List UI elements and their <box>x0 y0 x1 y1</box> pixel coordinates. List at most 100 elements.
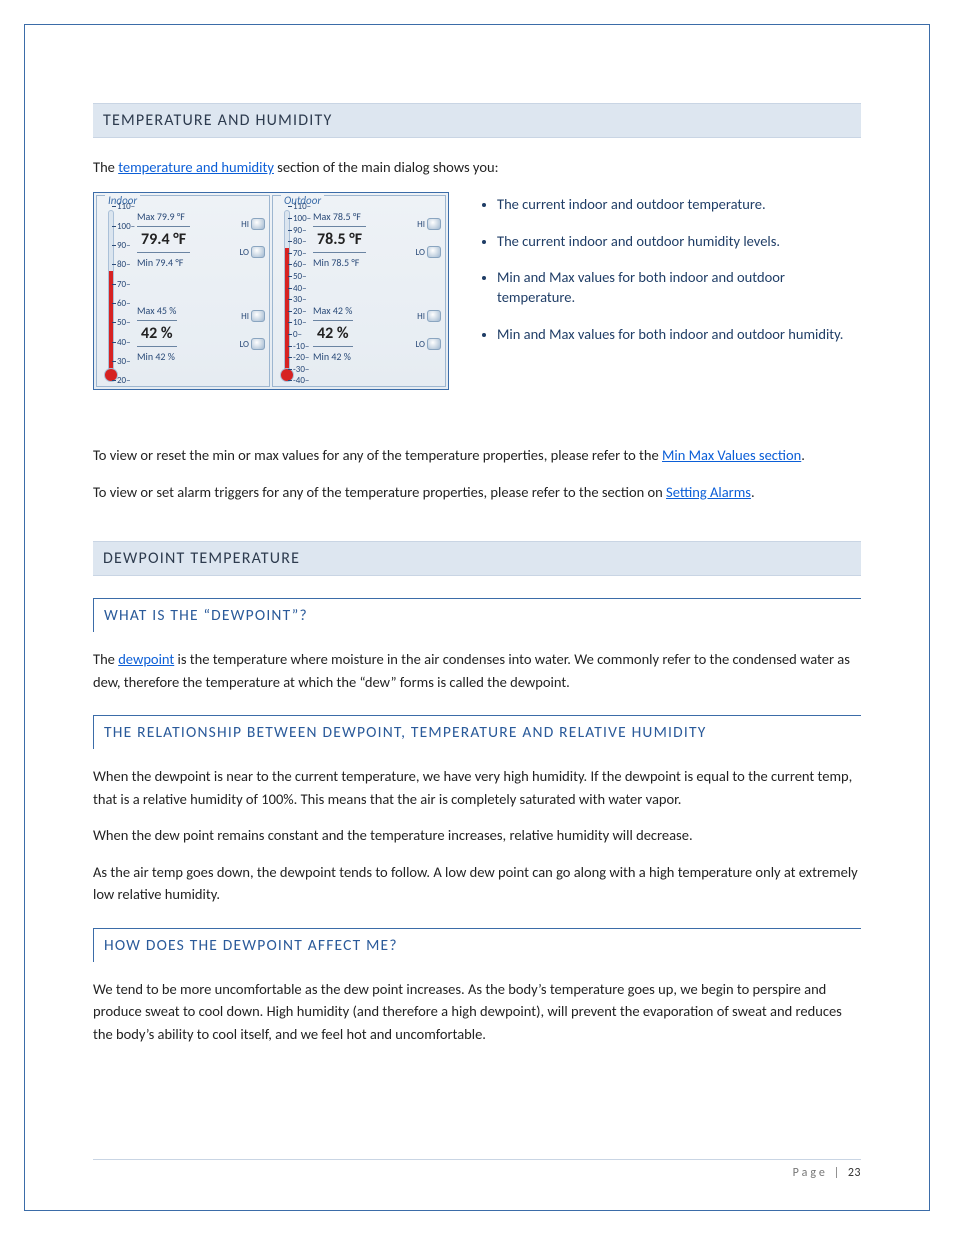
dp-rel-p2: When the dew point remains constant and … <box>93 824 861 846</box>
minmax-paragraph: To view or reset the min or max values f… <box>93 444 861 466</box>
intro-post: section of the main dialog shows you: <box>274 158 499 176</box>
alarm-lamp-icon[interactable] <box>427 310 441 322</box>
alarm-hi-label: HI <box>417 311 425 322</box>
scale-tick: 50– <box>293 271 307 282</box>
page-footer: Page | 23 <box>93 1159 861 1180</box>
alarm-hi-label: HI <box>241 219 249 230</box>
scale-tick: 80– <box>293 236 307 247</box>
scale-tick: -30– <box>293 364 309 375</box>
minmax-section-link[interactable]: Min Max Values section <box>662 446 801 464</box>
page-number: 23 <box>848 1166 861 1180</box>
outdoor-hum-value: 42 % <box>313 320 353 347</box>
scale-tick: 60– <box>293 259 307 270</box>
page-frame: TEMPERATURE AND HUMIDITY The temperature… <box>24 24 930 1211</box>
alarm-lamp-icon[interactable] <box>427 338 441 350</box>
alarm-lo-label: LO <box>415 339 425 350</box>
outdoor-hum-block: Max 42 % 42 % Min 42 % <box>313 304 411 363</box>
outdoor-temp-block: Max 78.5 °F 78.5 °F Min 78.5 °F <box>313 210 411 269</box>
indoor-temp-block: Max 79.9 °F 79.4 °F Min 79.4 °F <box>137 210 235 269</box>
temperature-humidity-link[interactable]: temperature and humidity <box>118 158 274 176</box>
alarm-post: . <box>751 483 755 501</box>
feature-list: The current indoor and outdoor temperatu… <box>473 192 861 390</box>
scale-tick: 100– <box>117 221 135 232</box>
alarm-paragraph: To view or set alarm triggers for any of… <box>93 481 861 503</box>
alarm-hi-label: HI <box>241 311 249 322</box>
dewpoint-link[interactable]: dewpoint <box>118 650 174 668</box>
dp-rel-p1: When the dewpoint is near to the current… <box>93 765 861 810</box>
intro-pre: The <box>93 158 118 176</box>
indoor-hum-min: Min 42 % <box>137 350 235 363</box>
intro-paragraph: The temperature and humidity section of … <box>93 156 861 178</box>
outdoor-hum-alarms: HI LO <box>413 310 441 366</box>
alarm-lamp-icon[interactable] <box>427 218 441 230</box>
alarm-lamp-icon[interactable] <box>251 218 265 230</box>
scale-tick: 110– <box>117 201 135 212</box>
indoor-hum-alarms: HI LO <box>237 310 265 366</box>
scale-tick: 90– <box>117 240 131 251</box>
indoor-temp-min: Min 79.4 °F <box>137 256 235 269</box>
indoor-panel: Indoor 110–100–90–80–70–60–50–40–30–20– … <box>96 195 270 387</box>
scale-tick: 70– <box>117 279 131 290</box>
alarm-lo-label: LO <box>415 247 425 258</box>
minmax-pre: To view or reset the min or max values f… <box>93 446 662 464</box>
dewpoint-def-paragraph: The dewpoint is the temperature where mo… <box>93 648 861 693</box>
indoor-hum-block: Max 45 % 42 % Min 42 % <box>137 304 235 363</box>
indoor-temp-value: 79.4 °F <box>137 226 190 253</box>
scale-tick: 110– <box>293 201 311 212</box>
outdoor-temp-max: Max 78.5 °F <box>313 210 411 223</box>
scale-tick: 10– <box>293 317 307 328</box>
alarm-lamp-icon[interactable] <box>427 246 441 258</box>
scale-tick: -20– <box>293 352 309 363</box>
indoor-thermometer <box>108 210 114 376</box>
scale-tick: 20– <box>293 306 307 317</box>
page-content: TEMPERATURE AND HUMIDITY The temperature… <box>93 103 861 1159</box>
outdoor-panel: Outdoor 110–100–90–80–70–60–50–40–30–20–… <box>272 195 446 387</box>
subheading-what-is-dewpoint: WHAT IS THE “DEWPOINT”? <box>93 598 861 632</box>
section-heading-temperature-humidity: TEMPERATURE AND HUMIDITY <box>93 103 861 138</box>
subheading-dewpoint-relationship: THE RELATIONSHIP BETWEEN DEWPOINT, TEMPE… <box>93 715 861 749</box>
alarm-hi-label: HI <box>417 219 425 230</box>
alarm-lamp-icon[interactable] <box>251 338 265 350</box>
scale-tick: 60– <box>117 298 131 309</box>
minmax-post: . <box>801 446 805 464</box>
footer-sep: | <box>828 1166 848 1180</box>
scale-tick: 20– <box>117 375 131 386</box>
scale-tick: -10– <box>293 341 309 352</box>
scale-tick: 30– <box>117 356 131 367</box>
scale-tick: 40– <box>117 337 131 348</box>
outdoor-hum-max: Max 42 % <box>313 304 411 317</box>
indoor-hum-value: 42 % <box>137 320 177 347</box>
outdoor-temp-value: 78.5 °F <box>313 226 366 253</box>
scale-tick: 80– <box>117 259 131 270</box>
outdoor-temp-min: Min 78.5 °F <box>313 256 411 269</box>
outdoor-temp-alarms: HI LO <box>413 218 441 274</box>
alarm-lo-label: LO <box>239 339 249 350</box>
alarm-lo-label: LO <box>239 247 249 258</box>
dp-rel-p3: As the air temp goes down, the dewpoint … <box>93 861 861 906</box>
indoor-hum-max: Max 45 % <box>137 304 235 317</box>
indoor-temp-max: Max 79.9 °F <box>137 210 235 223</box>
scale-tick: 40– <box>293 283 307 294</box>
setting-alarms-link[interactable]: Setting Alarms <box>666 483 751 501</box>
subheading-dewpoint-affect: HOW DOES THE DEWPOINT AFFECT ME? <box>93 928 861 962</box>
indoor-temp-alarms: HI LO <box>237 218 265 274</box>
scale-tick: 70– <box>293 248 307 259</box>
outdoor-scale: 110–100–90–80–70–60–50–40–30–20–10–0–-10… <box>277 206 303 380</box>
scale-tick: 100– <box>293 213 311 224</box>
alarm-lamp-icon[interactable] <box>251 310 265 322</box>
feature-bullet: The current indoor and outdoor humidity … <box>497 231 861 251</box>
dp-def-pre: The <box>93 650 118 668</box>
feature-bullet: Min and Max values for both indoor and o… <box>497 267 861 308</box>
section-heading-dewpoint: DEWPOINT TEMPERATURE <box>93 541 861 576</box>
scale-tick: 0– <box>293 329 302 340</box>
indoor-scale: 110–100–90–80–70–60–50–40–30–20– <box>101 206 127 380</box>
alarm-lamp-icon[interactable] <box>251 246 265 258</box>
dp-def-post: is the temperature where moisture in the… <box>93 650 850 690</box>
outdoor-hum-min: Min 42 % <box>313 350 411 363</box>
scale-tick: 30– <box>293 294 307 305</box>
outdoor-thermometer <box>284 210 290 376</box>
feature-bullet: The current indoor and outdoor temperatu… <box>497 194 861 214</box>
scale-tick: -40– <box>293 375 309 386</box>
scale-tick: 50– <box>117 317 131 328</box>
feature-bullet: Min and Max values for both indoor and o… <box>497 324 861 344</box>
